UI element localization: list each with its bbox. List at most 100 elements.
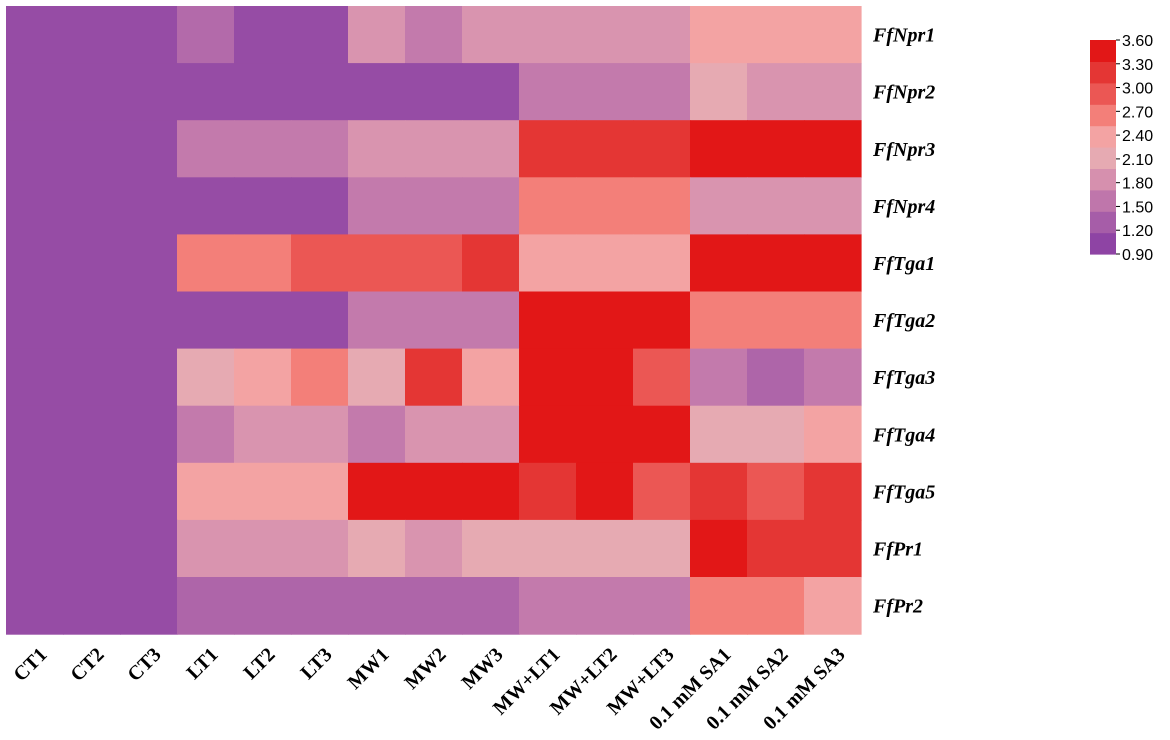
heatmap-cell [690, 405, 748, 464]
colorbar-segment [1090, 40, 1116, 62]
heatmap-cell [234, 6, 292, 64]
heatmap-cell [405, 120, 463, 178]
row-label: FfNpr4 [872, 196, 935, 218]
heatmap-cell [291, 63, 349, 121]
heatmap-cell [462, 291, 520, 350]
heatmap-cell [348, 519, 406, 578]
column-labels: CT1 CT2 CT3 LT1 LT2 LT3 MW1 MW2 MW3MW+LT1MW+LT2M… [9, 644, 849, 735]
heatmap-cell [747, 291, 805, 350]
heatmap-cell [120, 120, 178, 178]
heatmap-cell [6, 291, 64, 350]
heatmap-cell [177, 234, 235, 293]
heatmap-cell [405, 234, 463, 293]
colorbar-tick-label: 1.80 [1122, 176, 1153, 193]
heatmap-cell [177, 120, 235, 178]
heatmap-cell [63, 120, 121, 178]
heatmap-cell [462, 405, 520, 464]
heatmap-cell [120, 577, 178, 635]
heatmap-cell [690, 6, 748, 64]
heatmap-cell [804, 63, 862, 121]
heatmap-cell [747, 6, 805, 64]
column-label: LT1 [182, 644, 222, 684]
heatmap-cell [633, 405, 691, 464]
heatmap-cell [177, 6, 235, 64]
colorbar-tick-label: 0.90 [1122, 247, 1153, 264]
heatmap-cell [120, 177, 178, 235]
heatmap-cell [804, 177, 862, 235]
heatmap-cell [405, 405, 463, 464]
heatmap-cell [120, 405, 178, 464]
heatmap-cell [63, 405, 121, 464]
heatmap-cell [63, 462, 121, 521]
colorbar-tick-label: 3.60 [1122, 33, 1153, 50]
heatmap-cell [6, 234, 64, 293]
heatmap-cell [690, 120, 748, 178]
heatmap-cell [177, 462, 235, 521]
heatmap-cells [6, 6, 862, 635]
heatmap-cell [291, 405, 349, 464]
row-label: FfPr2 [872, 596, 923, 618]
heatmap-cell [633, 120, 691, 178]
colorbar-tick-label: 2.10 [1122, 152, 1153, 169]
colorbar-tick-label: 3.00 [1122, 81, 1153, 98]
heatmap-cell [348, 177, 406, 235]
heatmap-cell [6, 63, 64, 121]
heatmap-cell [63, 291, 121, 350]
heatmap-cell [348, 6, 406, 64]
column-label: CT3 [123, 644, 165, 686]
heatmap-cell [519, 462, 577, 521]
heatmap-cell [576, 6, 634, 64]
heatmap-cell [633, 177, 691, 235]
heatmap-cell [519, 63, 577, 121]
heatmap-cell [804, 577, 862, 635]
heatmap-cell [633, 63, 691, 121]
heatmap-cell [6, 519, 64, 578]
heatmap-cell [519, 577, 577, 635]
heatmap-cell [462, 6, 520, 64]
colorbar-segment [1090, 104, 1116, 127]
heatmap-cell [576, 405, 634, 464]
heatmap-cell [348, 405, 406, 464]
column-label: LT3 [296, 644, 336, 684]
heatmap-cell [405, 348, 463, 407]
heatmap-cell [690, 519, 748, 578]
heatmap-cell [291, 6, 349, 64]
row-label: FfNpr2 [872, 82, 935, 104]
heatmap-cell [234, 577, 292, 635]
heatmap-cell [405, 519, 463, 578]
column-label: MW2 [401, 644, 451, 694]
heatmap-cell [519, 348, 577, 407]
heatmap-cell [462, 348, 520, 407]
colorbar-legend: 3.60 3.30 3.00 2.70 2.40 2.10 1.80 1.50 1.20 0.90 [1090, 33, 1153, 264]
heatmap-cell [462, 577, 520, 635]
heatmap-cell [633, 234, 691, 293]
heatmap-cell [63, 577, 121, 635]
heatmap-cell [633, 6, 691, 64]
colorbar-segment [1090, 211, 1116, 234]
heatmap-cell [348, 234, 406, 293]
colorbar-segment [1090, 61, 1116, 84]
heatmap-cell [576, 120, 634, 178]
heatmap-cell [690, 177, 748, 235]
heatmap-cell [291, 120, 349, 178]
heatmap-cell [633, 462, 691, 521]
row-label: FfTga2 [872, 310, 935, 332]
heatmap-cell [519, 234, 577, 293]
heatmap-cell [690, 462, 748, 521]
heatmap-cell [348, 63, 406, 121]
heatmap-cell [405, 6, 463, 64]
heatmap-cell [519, 6, 577, 64]
heatmap-cell [747, 405, 805, 464]
heatmap-cell [804, 405, 862, 464]
heatmap-cell [519, 120, 577, 178]
heatmap-cell [690, 291, 748, 350]
heatmap-cell [177, 577, 235, 635]
heatmap-cell [120, 6, 178, 64]
heatmap-cell [177, 63, 235, 121]
heatmap-cell [405, 291, 463, 350]
heatmap-cell [177, 291, 235, 350]
heatmap-cell [177, 348, 235, 407]
colorbar-segment [1090, 82, 1116, 105]
column-label: LT2 [239, 644, 279, 684]
heatmap-cell [576, 177, 634, 235]
